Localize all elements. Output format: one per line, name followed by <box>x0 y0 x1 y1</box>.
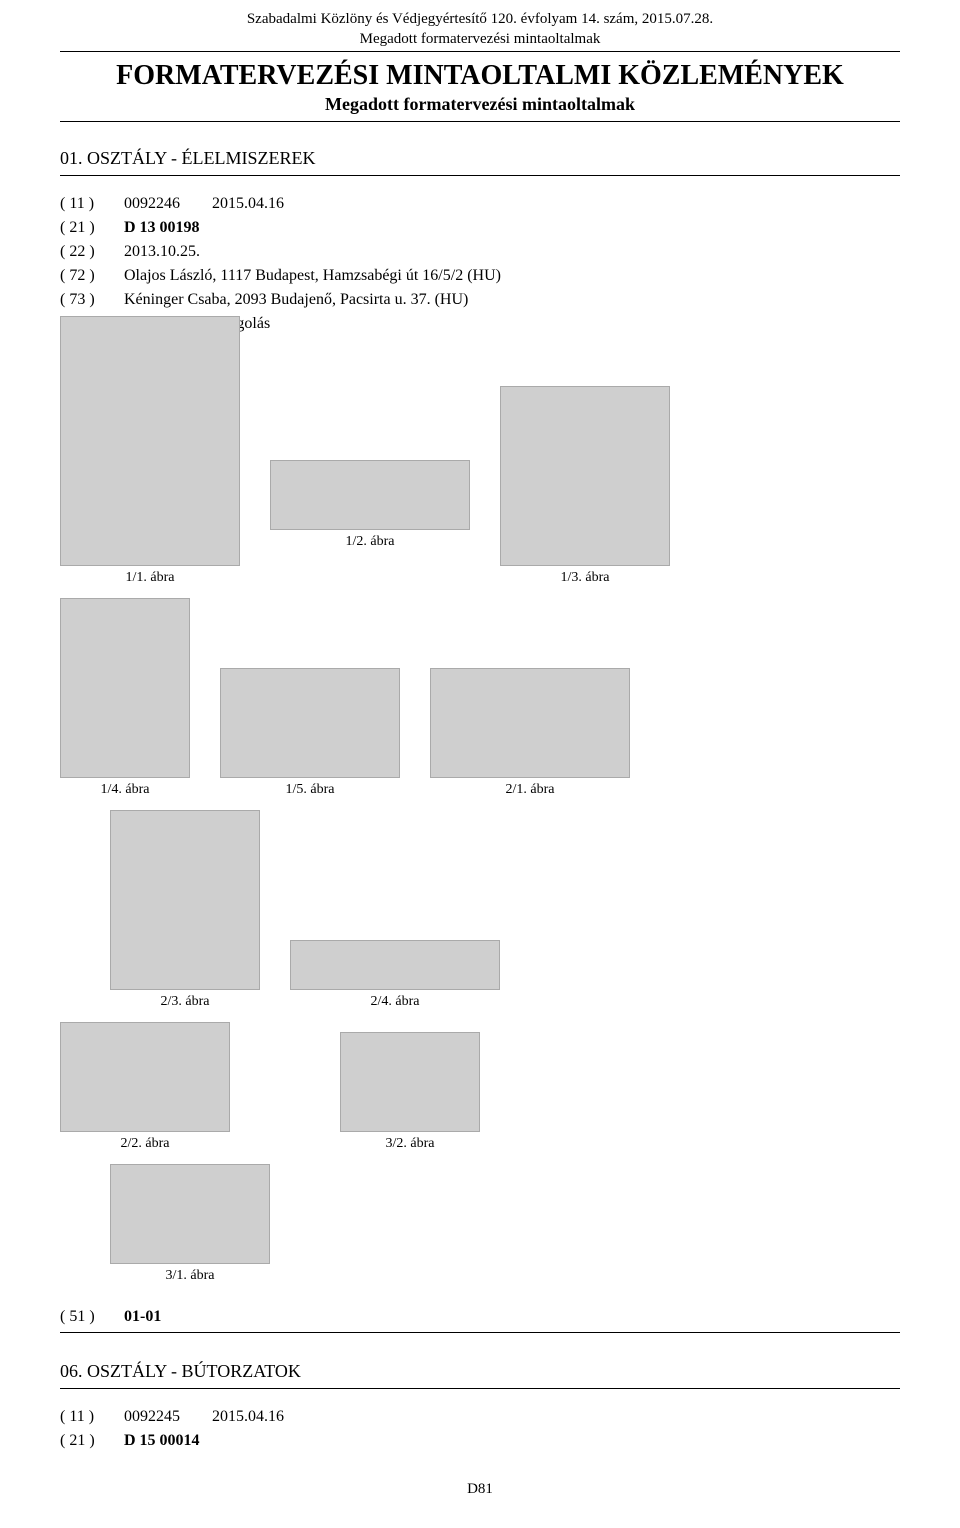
figure-15-image <box>220 668 400 778</box>
figure-15-caption: 1/5. ábra <box>286 782 335 798</box>
figure-32-image <box>340 1032 480 1132</box>
figure-13-image <box>500 386 670 566</box>
rule-section2-heading <box>60 1388 900 1389</box>
figure-11: 1/1. ábra <box>60 316 240 586</box>
rule-top <box>60 51 900 52</box>
figure-32-caption: 3/2. ábra <box>386 1136 435 1152</box>
figure-row-5: 3/1. ábra <box>60 1164 900 1284</box>
value-22: 2013.10.25. <box>124 243 200 260</box>
figure-14-image <box>60 598 190 778</box>
figure-12-image <box>270 460 470 530</box>
record-73: ( 73 ) Kéninger Csaba, 2093 Budajenő, Pa… <box>60 288 900 312</box>
figure-23-image <box>110 810 260 990</box>
record2-11: ( 11 ) 0092245 2015.04.16 <box>60 1405 900 1429</box>
figure-21-caption: 2/1. ábra <box>506 782 555 798</box>
figure-13-caption: 1/3. ábra <box>561 570 610 586</box>
code-73: ( 73 ) <box>60 288 120 312</box>
figure-15: 1/5. ábra <box>220 668 400 798</box>
figure-21-image <box>430 668 630 778</box>
record-72: ( 72 ) Olajos László, 1117 Budapest, Ham… <box>60 264 900 288</box>
figure-24: 2/4. ábra <box>290 940 500 1010</box>
section2-heading: 06. OSZTÁLY - BÚTORZATOK <box>60 1361 900 1382</box>
figure-12: 1/2. ábra <box>270 460 470 550</box>
figure-grid: 1/1. ábra 1/2. ábra 1/3. ábra 1/4. ábra … <box>60 376 900 1284</box>
record-21: ( 21 ) D 13 00198 <box>60 216 900 240</box>
figure-23-caption: 2/3. ábra <box>161 994 210 1010</box>
code-22: ( 22 ) <box>60 240 120 264</box>
value2-21: D 15 00014 <box>124 1432 200 1449</box>
figure-row-3: 2/3. ábra 2/4. ábra <box>60 810 900 1010</box>
figure-22: 2/2. ábra <box>60 1022 230 1152</box>
rule-section1-heading <box>60 175 900 176</box>
gazette-header: Szabadalmi Közlöny és Védjegyértesítő 12… <box>60 10 900 49</box>
figure-24-caption: 2/4. ábra <box>371 994 420 1010</box>
figure-21: 2/1. ábra <box>430 668 630 798</box>
code2-11: ( 11 ) <box>60 1405 120 1429</box>
code2-21: ( 21 ) <box>60 1429 120 1453</box>
section1-heading: 01. OSZTÁLY - ÉLELMISZEREK <box>60 148 900 169</box>
value2-11b: 2015.04.16 <box>212 1408 284 1425</box>
code-21: ( 21 ) <box>60 216 120 240</box>
value-73: Kéninger Csaba, 2093 Budajenő, Pacsirta … <box>124 291 468 308</box>
sub-title: Megadott formatervezési mintaoltalmak <box>60 94 900 115</box>
code-72: ( 72 ) <box>60 264 120 288</box>
main-title: FORMATERVEZÉSI MINTAOLTALMI KÖZLEMÉNYEK <box>60 60 900 92</box>
figure-row-4: 2/2. ábra 3/2. ábra <box>60 1022 900 1152</box>
record2-21: ( 21 ) D 15 00014 <box>60 1429 900 1453</box>
figure-23-col: 2/3. ábra <box>110 810 260 1010</box>
value-21: D 13 00198 <box>124 219 200 236</box>
figure-22-image <box>60 1022 230 1132</box>
code-51: ( 51 ) <box>60 1308 120 1326</box>
record-11: ( 11 ) 0092246 2015.04.16 <box>60 192 900 216</box>
value-11a: 0092246 <box>124 195 180 212</box>
value2-11a: 0092245 <box>124 1408 180 1425</box>
figure-12-caption: 1/2. ábra <box>346 534 395 550</box>
figure-31: 3/1. ábra <box>110 1164 270 1284</box>
figure-14-caption: 1/4. ábra <box>101 782 150 798</box>
classification-51: ( 51 ) 01-01 <box>60 1308 900 1326</box>
figure-12-13-col: 1/2. ábra <box>270 460 470 586</box>
rule-after-section1 <box>60 1332 900 1333</box>
figure-31-image <box>110 1164 270 1264</box>
record-22: ( 22 ) 2013.10.25. <box>60 240 900 264</box>
figure-31-caption: 3/1. ábra <box>166 1268 215 1284</box>
figure-32: 3/2. ábra <box>340 1032 480 1152</box>
figure-22-caption: 2/2. ábra <box>121 1136 170 1152</box>
gazette-header-line2: Megadott formatervezési mintaoltalmak <box>360 31 601 47</box>
figure-row-1: 1/1. ábra 1/2. ábra 1/3. ábra <box>60 376 900 586</box>
value-72: Olajos László, 1117 Budapest, Hamzsabégi… <box>124 267 501 284</box>
value-51: 01-01 <box>124 1308 161 1325</box>
figure-11-image <box>60 316 240 566</box>
figure-14: 1/4. ábra <box>60 598 190 798</box>
code-11: ( 11 ) <box>60 192 120 216</box>
value-11b: 2015.04.16 <box>212 195 284 212</box>
gazette-header-line1: Szabadalmi Közlöny és Védjegyértesítő 12… <box>247 11 713 27</box>
figure-24-image <box>290 940 500 990</box>
figure-11-caption: 1/1. ábra <box>126 570 175 586</box>
rule-after-title <box>60 121 900 122</box>
figure-row-2: 1/4. ábra 1/5. ábra 2/1. ábra <box>60 598 900 798</box>
figure-13: 1/3. ábra <box>500 386 670 586</box>
page-number: D81 <box>60 1481 900 1498</box>
